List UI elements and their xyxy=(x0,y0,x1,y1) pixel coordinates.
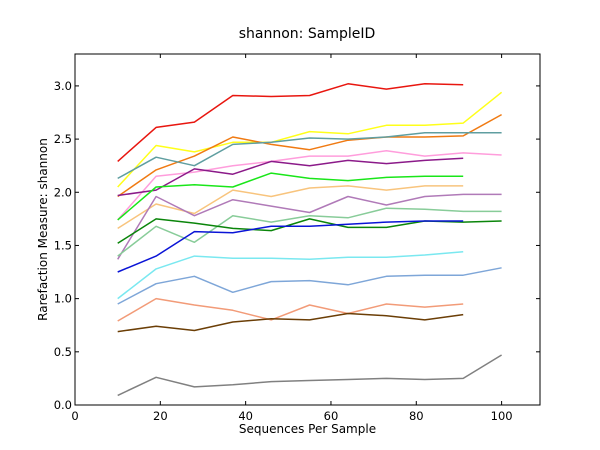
plot-area xyxy=(117,83,503,397)
y-tick-label: 0.5 xyxy=(54,345,72,359)
series-line-3 xyxy=(117,113,502,198)
y-tick-label: 0.0 xyxy=(54,398,72,412)
series-line-5 xyxy=(117,150,502,221)
series-line-13 xyxy=(117,251,464,300)
y-tick-label: 2.0 xyxy=(54,185,72,199)
axes-frame xyxy=(74,53,541,406)
x-tick-label: 80 xyxy=(409,409,424,423)
x-tick-label: 20 xyxy=(153,409,168,423)
series-line-1 xyxy=(117,83,464,162)
series-line-7 xyxy=(117,172,464,221)
series-line-12 xyxy=(117,220,464,273)
series-line-16 xyxy=(117,312,464,333)
y-tick-label: 2.5 xyxy=(54,132,72,146)
series-line-2 xyxy=(117,91,503,188)
x-tick-label: 60 xyxy=(324,409,339,423)
series-line-4 xyxy=(117,131,502,180)
series-line-8 xyxy=(117,185,464,230)
y-tick-label: 3.0 xyxy=(54,79,72,93)
x-tick-label: 40 xyxy=(238,409,253,423)
series-line-15 xyxy=(117,297,464,322)
x-tick-label: 100 xyxy=(491,409,513,423)
y-tick-label: 1.0 xyxy=(54,292,72,306)
series-line-10 xyxy=(117,207,502,257)
axis-ticks: 0 20 40 60 80 100 0.0 0.5 1.0 1.5 2.0 2.5 3.0 xyxy=(54,54,540,423)
y-tick-label: 1.5 xyxy=(54,238,72,252)
series-line-9 xyxy=(117,193,502,260)
x-tick-label: 0 xyxy=(71,409,78,423)
series-line-17 xyxy=(117,354,502,397)
chart-title: shannon: SampleID xyxy=(239,26,376,42)
series-line-6 xyxy=(117,157,464,197)
series-line-14 xyxy=(117,267,502,305)
y-axis-label: Rarefaction Measure: shannon xyxy=(36,138,50,321)
x-axis-label: Sequences Per Sample xyxy=(239,422,376,436)
